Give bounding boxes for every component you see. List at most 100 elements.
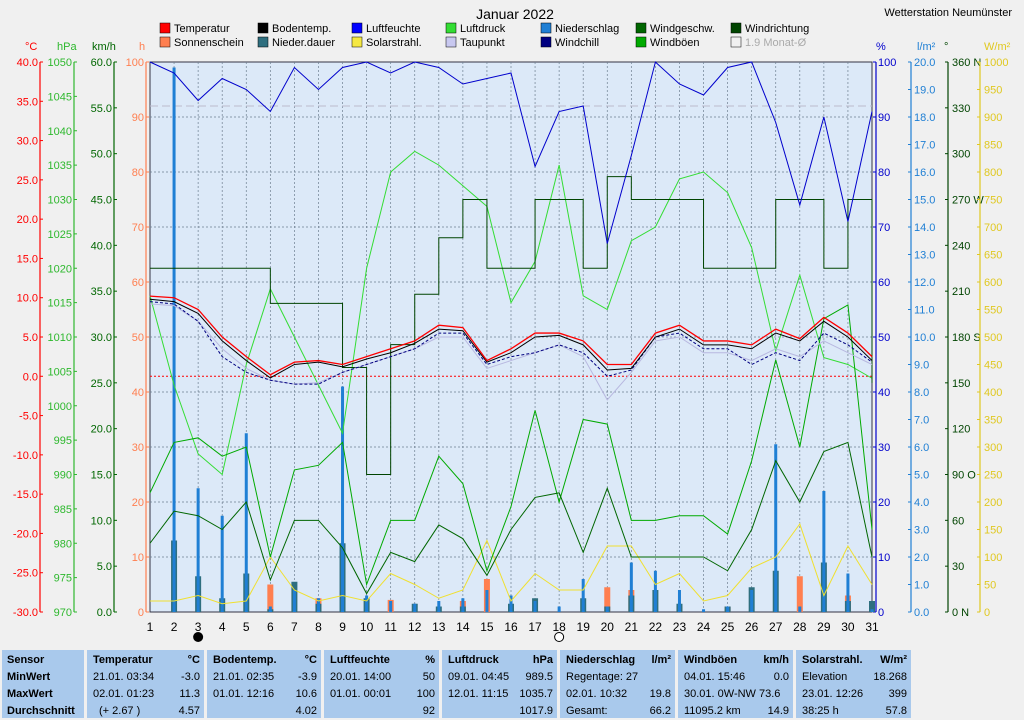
- solar-tick-label: 0: [984, 607, 990, 619]
- legend-swatch: [257, 22, 269, 34]
- wind-tick-label: 25.0: [91, 378, 112, 390]
- precip-tick-label: 4.0: [914, 497, 929, 509]
- sun-tick-label: 10: [132, 552, 144, 564]
- stats-rain-max-date: 02.01. 10:32: [566, 688, 628, 700]
- stats-label-avg: Durchschnitt: [7, 705, 75, 717]
- stats-solar-max: 399: [888, 688, 907, 700]
- solar-tick-label: 200: [984, 497, 1002, 509]
- x-tick-label: 21: [625, 620, 639, 634]
- precipitation-bar: [822, 491, 826, 612]
- pressure-tick-label: 975: [54, 573, 72, 585]
- legend-swatch: [635, 36, 647, 48]
- solar-tick-label: 600: [984, 277, 1002, 289]
- legend-swatch: [445, 22, 457, 34]
- x-tick-label: 13: [432, 620, 446, 634]
- stats-hum-unit: %: [425, 654, 435, 666]
- stats-solar-elev-label: Elevation: [802, 671, 848, 683]
- stats-boden-avg: 4.02: [295, 705, 317, 717]
- humidity-axis-header: %: [876, 41, 886, 53]
- x-tick-label: 8: [315, 620, 322, 634]
- stats-press-min-date: 09.01. 04:45: [448, 671, 510, 683]
- stats-rain-max: 19.8: [649, 688, 671, 700]
- stats-temp-max-date: 02.01. 01:23: [93, 688, 155, 700]
- precipitation-bar: [172, 67, 176, 612]
- stats-gust-unit: km/h: [763, 654, 789, 666]
- precip-tick-label: 8.0: [914, 387, 929, 399]
- x-tick-label: 7: [291, 620, 298, 634]
- precip-tick-label: 9.0: [914, 360, 929, 372]
- precip-tick-label: 0.0: [914, 607, 929, 619]
- legend-label: Temperatur: [174, 23, 230, 35]
- sun-tick-label: 60: [132, 277, 144, 289]
- stats-solar-max-date: 23.01. 12:26: [802, 688, 864, 700]
- solar-tick-label: 900: [984, 112, 1002, 124]
- sun-tick-label: 50: [132, 332, 144, 344]
- pressure-tick-label: 970: [54, 607, 72, 619]
- winddir-tick-label: 30: [952, 561, 964, 573]
- series-line-windben: [149, 304, 873, 587]
- humidity-tick-label: 60: [878, 277, 890, 289]
- stats-solar-title: Solarstrahl.: [802, 654, 863, 666]
- legend-label: Windgeschw.: [650, 23, 715, 35]
- legend-label: Luftfeuchte: [366, 23, 420, 35]
- x-tick-label: 29: [817, 620, 831, 634]
- temp-tick-label: -25.0: [13, 568, 38, 580]
- stats-gust-title: Windböen: [684, 654, 738, 666]
- winddir-tick-label: 300: [952, 149, 970, 161]
- stats-label-sensor: Sensor: [7, 654, 45, 666]
- temp-tick-label: -30.0: [13, 607, 38, 619]
- pressure-tick-label: 1020: [48, 263, 72, 275]
- wind-tick-label: 10.0: [91, 515, 112, 527]
- precipitation-bar: [461, 598, 465, 612]
- legend-swatch: [540, 22, 552, 34]
- humidity-tick-label: 50: [878, 332, 890, 344]
- temp-tick-label: -15.0: [13, 489, 38, 501]
- solar-axis-header: W/m²: [984, 41, 1011, 53]
- precipitation-bar: [413, 603, 417, 612]
- solar-tick-label: 100: [984, 552, 1002, 564]
- solar-tick-label: 1000: [984, 57, 1008, 69]
- pressure-axis-header: hPa: [57, 41, 77, 53]
- precip-tick-label: 15.0: [914, 195, 935, 207]
- series-line-temperatur: [149, 295, 873, 376]
- precip-tick-label: 5.0: [914, 470, 929, 482]
- x-tick-label: 16: [504, 620, 518, 634]
- solar-tick-label: 150: [984, 525, 1002, 537]
- x-tick-label: 31: [865, 620, 879, 634]
- weather-chart: Januar 2022 Wetterstation Neumünster Tem…: [12, 6, 1013, 642]
- pressure-tick-label: 1005: [48, 366, 72, 378]
- x-tick-label: 23: [673, 620, 687, 634]
- stats-hum-max-date: 01.01. 00:01: [330, 688, 392, 700]
- solar-tick-label: 550: [984, 305, 1002, 317]
- x-tick-label: 19: [577, 620, 591, 634]
- stats-bodentemp: Bodentemp. °C 21.01. 02:35 -3.9 01.01. 12:…: [207, 650, 321, 718]
- humidity-tick-label: 90: [878, 112, 890, 124]
- temp-tick-label: 15.0: [17, 253, 38, 265]
- precipitation-bar: [341, 386, 345, 612]
- humidity-tick-label: 40: [878, 387, 890, 399]
- legend-swatch: [540, 36, 552, 48]
- winddir-tick-label: 90 O: [952, 470, 976, 482]
- x-tick-label: 20: [601, 620, 615, 634]
- wind-tick-label: 35.0: [91, 286, 112, 298]
- stats-sensor-col: Sensor MinWert MaxWert Durchschnitt: [2, 650, 84, 718]
- precip-tick-label: 3.0: [914, 525, 929, 537]
- legend-label: Nieder.dauer: [272, 37, 335, 49]
- series-line-windchill: [149, 301, 873, 385]
- pressure-tick-label: 1050: [48, 57, 72, 69]
- temp-tick-label: 0.0: [23, 371, 38, 383]
- precipitation-bar: [870, 609, 874, 612]
- sun-tick-label: 100: [126, 57, 144, 69]
- stats-solar-hours: 38:25 h: [802, 705, 839, 717]
- rain-duration-bar: [869, 601, 875, 612]
- legend: Temperatur Sonnenschein Bodentemp. Nieder.d…: [159, 22, 809, 49]
- x-tick-label: 9: [339, 620, 346, 634]
- winddir-tick-label: 0 N: [952, 607, 969, 619]
- stats-boden-min: -3.9: [298, 671, 317, 683]
- legend-label: Solarstrahl.: [366, 37, 422, 49]
- legend-label: Sonnenschein: [174, 37, 244, 49]
- wind-tick-label: 60.0: [91, 57, 112, 69]
- precip-tick-label: 18.0: [914, 112, 935, 124]
- sun-tick-label: 30: [132, 442, 144, 454]
- legend-swatch: [635, 22, 647, 34]
